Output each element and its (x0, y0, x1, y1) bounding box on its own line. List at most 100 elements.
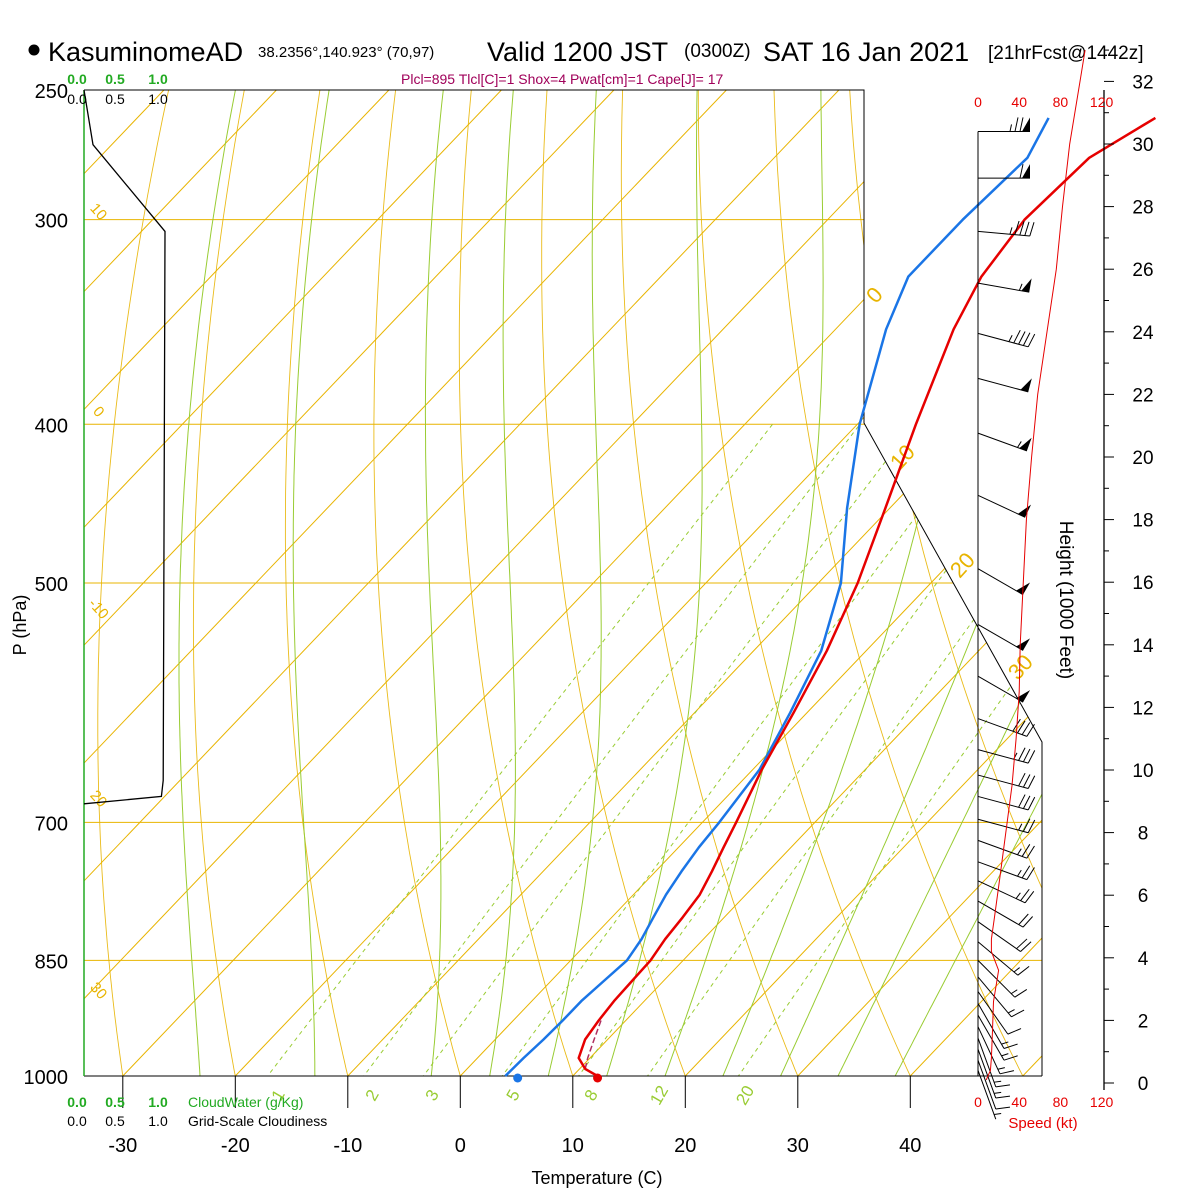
wind-barb-flag (1022, 774, 1031, 788)
wind-barb-shaft (977, 568, 1024, 596)
wind-barb-shaft (977, 1049, 997, 1099)
mixing-ratio-label: 8 (581, 1086, 602, 1104)
wind-barb (977, 818, 1036, 834)
speed-tick-top: 40 (1011, 94, 1027, 110)
wind-barb-half-flag (1009, 227, 1013, 235)
station-marker (28, 44, 40, 56)
height-tick-label: 20 (1132, 448, 1153, 469)
cloudwater-tick-bottom: 1.0 (148, 1094, 168, 1110)
wind-barb-shaft (977, 818, 1029, 834)
wind-barb (977, 329, 1036, 348)
pressure-tick-label: 250 (35, 81, 68, 103)
x-axis-title: Temperature (C) (531, 1168, 662, 1188)
moist-adiabat-line (424, 90, 451, 1076)
wind-barb-pennant (1019, 437, 1032, 451)
dry-adiabat-line (192, 90, 257, 1076)
isotherm-line (84, 90, 615, 1076)
mixing-ratio-line (240, 423, 773, 1076)
wind-barbs (977, 117, 1036, 1120)
moist-adiabat-line (595, 90, 703, 1076)
wind-barb-shaft (977, 718, 1028, 737)
wind-barb-half-flag (1017, 848, 1022, 856)
wind-barb-flag (1021, 722, 1031, 735)
dry-adiabat-line (697, 90, 928, 1076)
valid-time: Valid 1200 JST (487, 37, 668, 67)
y-axis-title: P (hPa) (10, 595, 30, 656)
wind-barb (977, 1014, 1018, 1061)
height-tick-label: 26 (1132, 260, 1153, 281)
dry-adiabat-line (284, 90, 357, 1076)
wind-barb-half-flag (994, 1091, 1002, 1094)
wind-barb (977, 861, 1035, 881)
wind-barb (977, 1037, 1011, 1088)
thermo-grid (84, 90, 1042, 1076)
wind-barb-flag (1022, 748, 1031, 763)
wind-barb (977, 624, 1031, 651)
wind-barb (977, 718, 1035, 737)
wind-barb-flag (1011, 1009, 1025, 1018)
wind-barb-pennant (1021, 278, 1032, 293)
wind-barb-flag (1024, 221, 1030, 236)
wind-barb-shaft (977, 282, 1030, 293)
pressure-tick-label: 850 (35, 951, 68, 973)
height-tick-label: 30 (1132, 135, 1153, 156)
pressure-tick-label: 400 (35, 415, 68, 437)
cloudiness-tick-top: 0.5 (105, 91, 125, 107)
wind-barb-flag (1014, 220, 1020, 235)
mixing-ratio-line (476, 424, 986, 1076)
temp-tick-label: -10 (333, 1135, 362, 1157)
wind-barb-flag (995, 1106, 1011, 1110)
wind-barb-shaft (977, 1026, 1001, 1075)
wind-barb-shaft (977, 1014, 1005, 1061)
wind-barb-flag (1019, 164, 1024, 179)
wind-barb (977, 900, 1034, 928)
wind-barb-flag (1016, 938, 1028, 950)
moist-adiabat-line (876, 90, 1042, 1076)
moist-adiabat-line (292, 90, 340, 1076)
wind-barb (977, 880, 1035, 904)
speed-tick-bottom: 40 (1011, 1094, 1027, 1110)
wind-barb-pennant (1017, 504, 1032, 518)
cloudiness-tick-top: 1.0 (148, 91, 168, 107)
isotherm-label: 0 (89, 403, 107, 421)
wind-barb-shaft (977, 921, 1021, 952)
plot-frame (84, 89, 1043, 1076)
isotherm-line (84, 90, 390, 1076)
pressure-tick-label: 300 (35, 211, 68, 233)
wind-barb-flag (1018, 794, 1026, 808)
wind-barb (977, 568, 1031, 596)
wind-barb-flag (1026, 845, 1035, 859)
wind-barb-flag (1018, 331, 1026, 345)
wind-barb-shaft (977, 861, 1028, 881)
wind-barb-flag (1014, 988, 1028, 998)
surface-temperature-dot (593, 1073, 603, 1083)
wind-barb-shaft (977, 230, 1030, 237)
wind-barb-shaft (977, 332, 1029, 348)
isotherm-label: 30 (86, 979, 110, 1003)
wind-barb-half-flag (1007, 1009, 1015, 1014)
cloudiness-tick-bottom: 1.0 (148, 1113, 168, 1129)
wind-barb (977, 278, 1032, 293)
temp-tick-label: 0 (455, 1135, 466, 1157)
cloud-panel: 0.0 0.0 0.0 0.0 0.5 0.5 0.5 0.5 1.0 1.0 1.0 1.0 (67, 71, 168, 1129)
mixing-ratio-label: 2 (362, 1086, 383, 1104)
isotherm-line (84, 90, 952, 1076)
moist-adiabat-line (482, 90, 520, 1076)
wind-barb-shaft (977, 900, 1024, 928)
cloudiness-tick-bottom: 0.5 (105, 1113, 125, 1129)
height-axis-title: Height (1000 Feet) (1055, 521, 1076, 679)
temp-tick-label: 40 (899, 1135, 921, 1157)
mixing-ratio-label: 3 (422, 1086, 443, 1104)
wind-barb-flag (1029, 222, 1035, 237)
wind-barb-half-flag (1010, 989, 1018, 995)
wind-barb-flag (1027, 750, 1036, 764)
speed-tick-bottom: 80 (1053, 1094, 1069, 1110)
wind-barb (978, 164, 1030, 179)
moist-adiabat-line (178, 90, 248, 1076)
isotherm-line (572, 90, 1042, 1076)
wind-barb (977, 494, 1032, 518)
speed-tick-bottom: 0 (974, 1094, 982, 1110)
surface-dewpoint-dot (513, 1073, 523, 1083)
wind-barb-flag (1021, 865, 1031, 879)
temperature-line (577, 116, 1157, 1078)
